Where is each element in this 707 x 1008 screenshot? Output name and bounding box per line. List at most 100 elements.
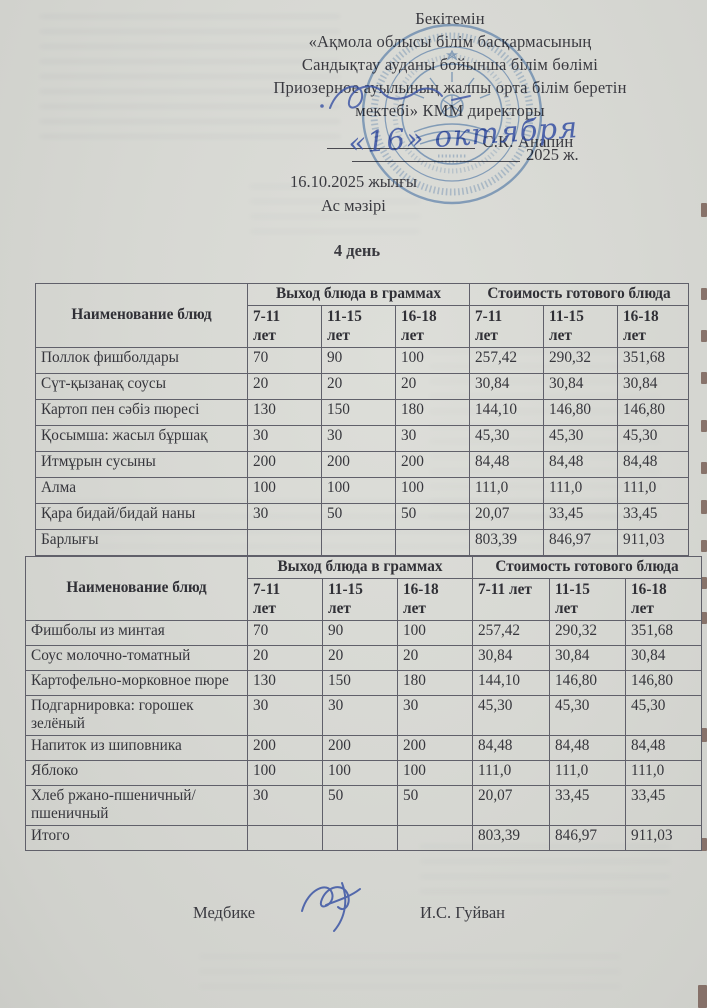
value-cell: 111,0: [543, 477, 619, 505]
value-cell: 846,97: [549, 825, 627, 852]
value-cell: 351,68: [625, 620, 703, 647]
value-cell: 20: [247, 645, 323, 672]
value-cell: 50: [396, 785, 474, 827]
page-edge-mark: [701, 462, 707, 474]
value-cell: 84,48: [625, 735, 703, 762]
value-cell: 20: [394, 373, 471, 401]
table-row: Итмұрын сусыны 200 200 200 84,48 84,48 84,48: [35, 451, 690, 479]
menu-heading: 16.10.2025 жылғы Ас мәзірі: [0, 170, 707, 218]
value-cell: 146,80: [617, 399, 690, 427]
col-header-age: 16-18 лет: [396, 577, 474, 622]
value-cell: 200: [321, 451, 396, 479]
value-cell: 111,0: [625, 760, 703, 787]
page-edge-mark: [701, 728, 707, 742]
col-header-dish-name: Наименование блюд: [35, 282, 248, 349]
col-header-age: 11-15 лет: [549, 577, 627, 622]
value-cell: [321, 529, 396, 557]
value-cell: 30: [247, 503, 322, 531]
value-cell: 70: [247, 620, 323, 647]
value-cell: 30: [396, 695, 474, 737]
menu-date: 16.10.2025 жылғы: [290, 172, 417, 191]
value-cell: 130: [247, 670, 323, 697]
page-edge-mark: [701, 540, 707, 552]
table-row: Барлығы 803,39 846,97 911,03: [35, 529, 690, 557]
col-header-age: 7-11 лет: [472, 577, 551, 622]
value-cell: 146,80: [625, 670, 703, 697]
value-cell: 803,39: [472, 825, 551, 852]
col-header-age: 16-18 лет: [625, 577, 703, 622]
dish-name-cell: Напиток из шиповника: [25, 735, 248, 762]
table-header-row: Наименование блюд Выход блюда в граммах …: [35, 282, 690, 349]
value-cell: 111,0: [617, 477, 690, 505]
dish-name-cell: Сүт-қызанақ соусы: [35, 373, 248, 401]
menu-table-kazakh: Наименование блюд Выход блюда в граммах …: [35, 282, 690, 557]
value-cell: 50: [394, 503, 471, 531]
dish-name-cell: Итого: [25, 825, 248, 852]
table-row: Хлеб ржано-пшеничный/пшеничный 30 50 50 20,0…: [25, 785, 703, 827]
page-edge-mark: [701, 612, 707, 624]
value-cell: 45,30: [472, 695, 551, 737]
table-row: Поллок фишболдары 70 90 100 257,42 290,32 351,…: [35, 347, 690, 375]
table-row: Итого 803,39 846,97 911,03: [25, 825, 703, 852]
table-row: Қара бидай/бидай наны 30 50 50 20,07 33,45 33,…: [35, 503, 690, 531]
col-header-cost-group: Стоимость готового блюда: [472, 556, 703, 579]
table-row: Яблоко 100 100 100 111,0 111,0 111,0: [25, 760, 703, 787]
col-header-age: 11-15 лет: [543, 304, 619, 349]
date-blank-line: [352, 161, 520, 162]
value-cell: 30: [247, 695, 323, 737]
nurse-name: И.С. Гуйван: [420, 903, 506, 922]
value-cell: 33,45: [625, 785, 703, 827]
value-cell: 84,48: [549, 735, 627, 762]
value-cell: 33,45: [543, 503, 619, 531]
bleed-through-artifact: [420, 845, 670, 905]
col-header-grams-group: Выход блюда в граммах: [246, 556, 474, 579]
value-cell: 111,0: [549, 760, 627, 787]
value-cell: [247, 529, 322, 557]
value-cell: 146,80: [543, 399, 619, 427]
table-subheader-row: 7-11 лет 11-15 лет 16-18 лет 7-11 лет 11…: [26, 577, 703, 622]
dish-name-cell: Барлығы: [35, 529, 248, 557]
col-header-age: 11-15 лет: [322, 577, 398, 622]
value-cell: 45,30: [549, 695, 627, 737]
value-cell: 20: [396, 645, 474, 672]
value-cell: 146,80: [549, 670, 627, 697]
value-cell: 20,07: [472, 785, 551, 827]
table-subheader-row: 7-11 лет 11-15 лет 16-18 лет 7-11 лет 11…: [36, 304, 690, 349]
value-cell: 150: [322, 670, 398, 697]
value-cell: 100: [396, 760, 474, 787]
nurse-signature-icon: [301, 882, 361, 932]
value-cell: 20: [321, 373, 396, 401]
value-cell: 50: [321, 503, 396, 531]
value-cell: 30,84: [617, 373, 690, 401]
table-row: Алма 100 100 100 111,0 111,0 111,0: [35, 477, 690, 505]
page-edge-mark: [701, 203, 707, 217]
day-number-label: 4 день: [333, 241, 381, 260]
value-cell: 100: [247, 477, 322, 505]
page-edge-mark: [701, 577, 707, 589]
value-cell: [394, 529, 471, 557]
dish-name-cell: Соус молочно-томатный: [25, 645, 248, 672]
value-cell: 100: [247, 760, 323, 787]
value-cell: 45,30: [617, 425, 690, 453]
col-header-age: 7-11 лет: [469, 304, 545, 349]
value-cell: 30,84: [469, 373, 545, 401]
dish-name-cell: Картоп пен сәбіз пюресі: [35, 399, 248, 427]
page-edge-mark: [701, 838, 707, 851]
value-cell: 111,0: [469, 477, 545, 505]
value-cell: 84,48: [543, 451, 619, 479]
value-cell: 30: [247, 785, 323, 827]
value-cell: 150: [321, 399, 396, 427]
col-header-age: 7-11 лет: [247, 577, 323, 622]
value-cell: 180: [394, 399, 471, 427]
value-cell: 33,45: [617, 503, 690, 531]
value-cell: 144,10: [472, 670, 551, 697]
col-header-age: 16-18 лет: [394, 304, 471, 349]
approval-year: 2025 ж.: [526, 145, 579, 164]
value-cell: [247, 825, 323, 852]
value-cell: 45,30: [469, 425, 545, 453]
value-cell: 180: [396, 670, 474, 697]
value-cell: 20: [322, 645, 398, 672]
value-cell: 30,84: [625, 645, 703, 672]
approval-line: Бекітемін: [415, 9, 485, 28]
col-header-age: 11-15 лет: [321, 304, 396, 349]
